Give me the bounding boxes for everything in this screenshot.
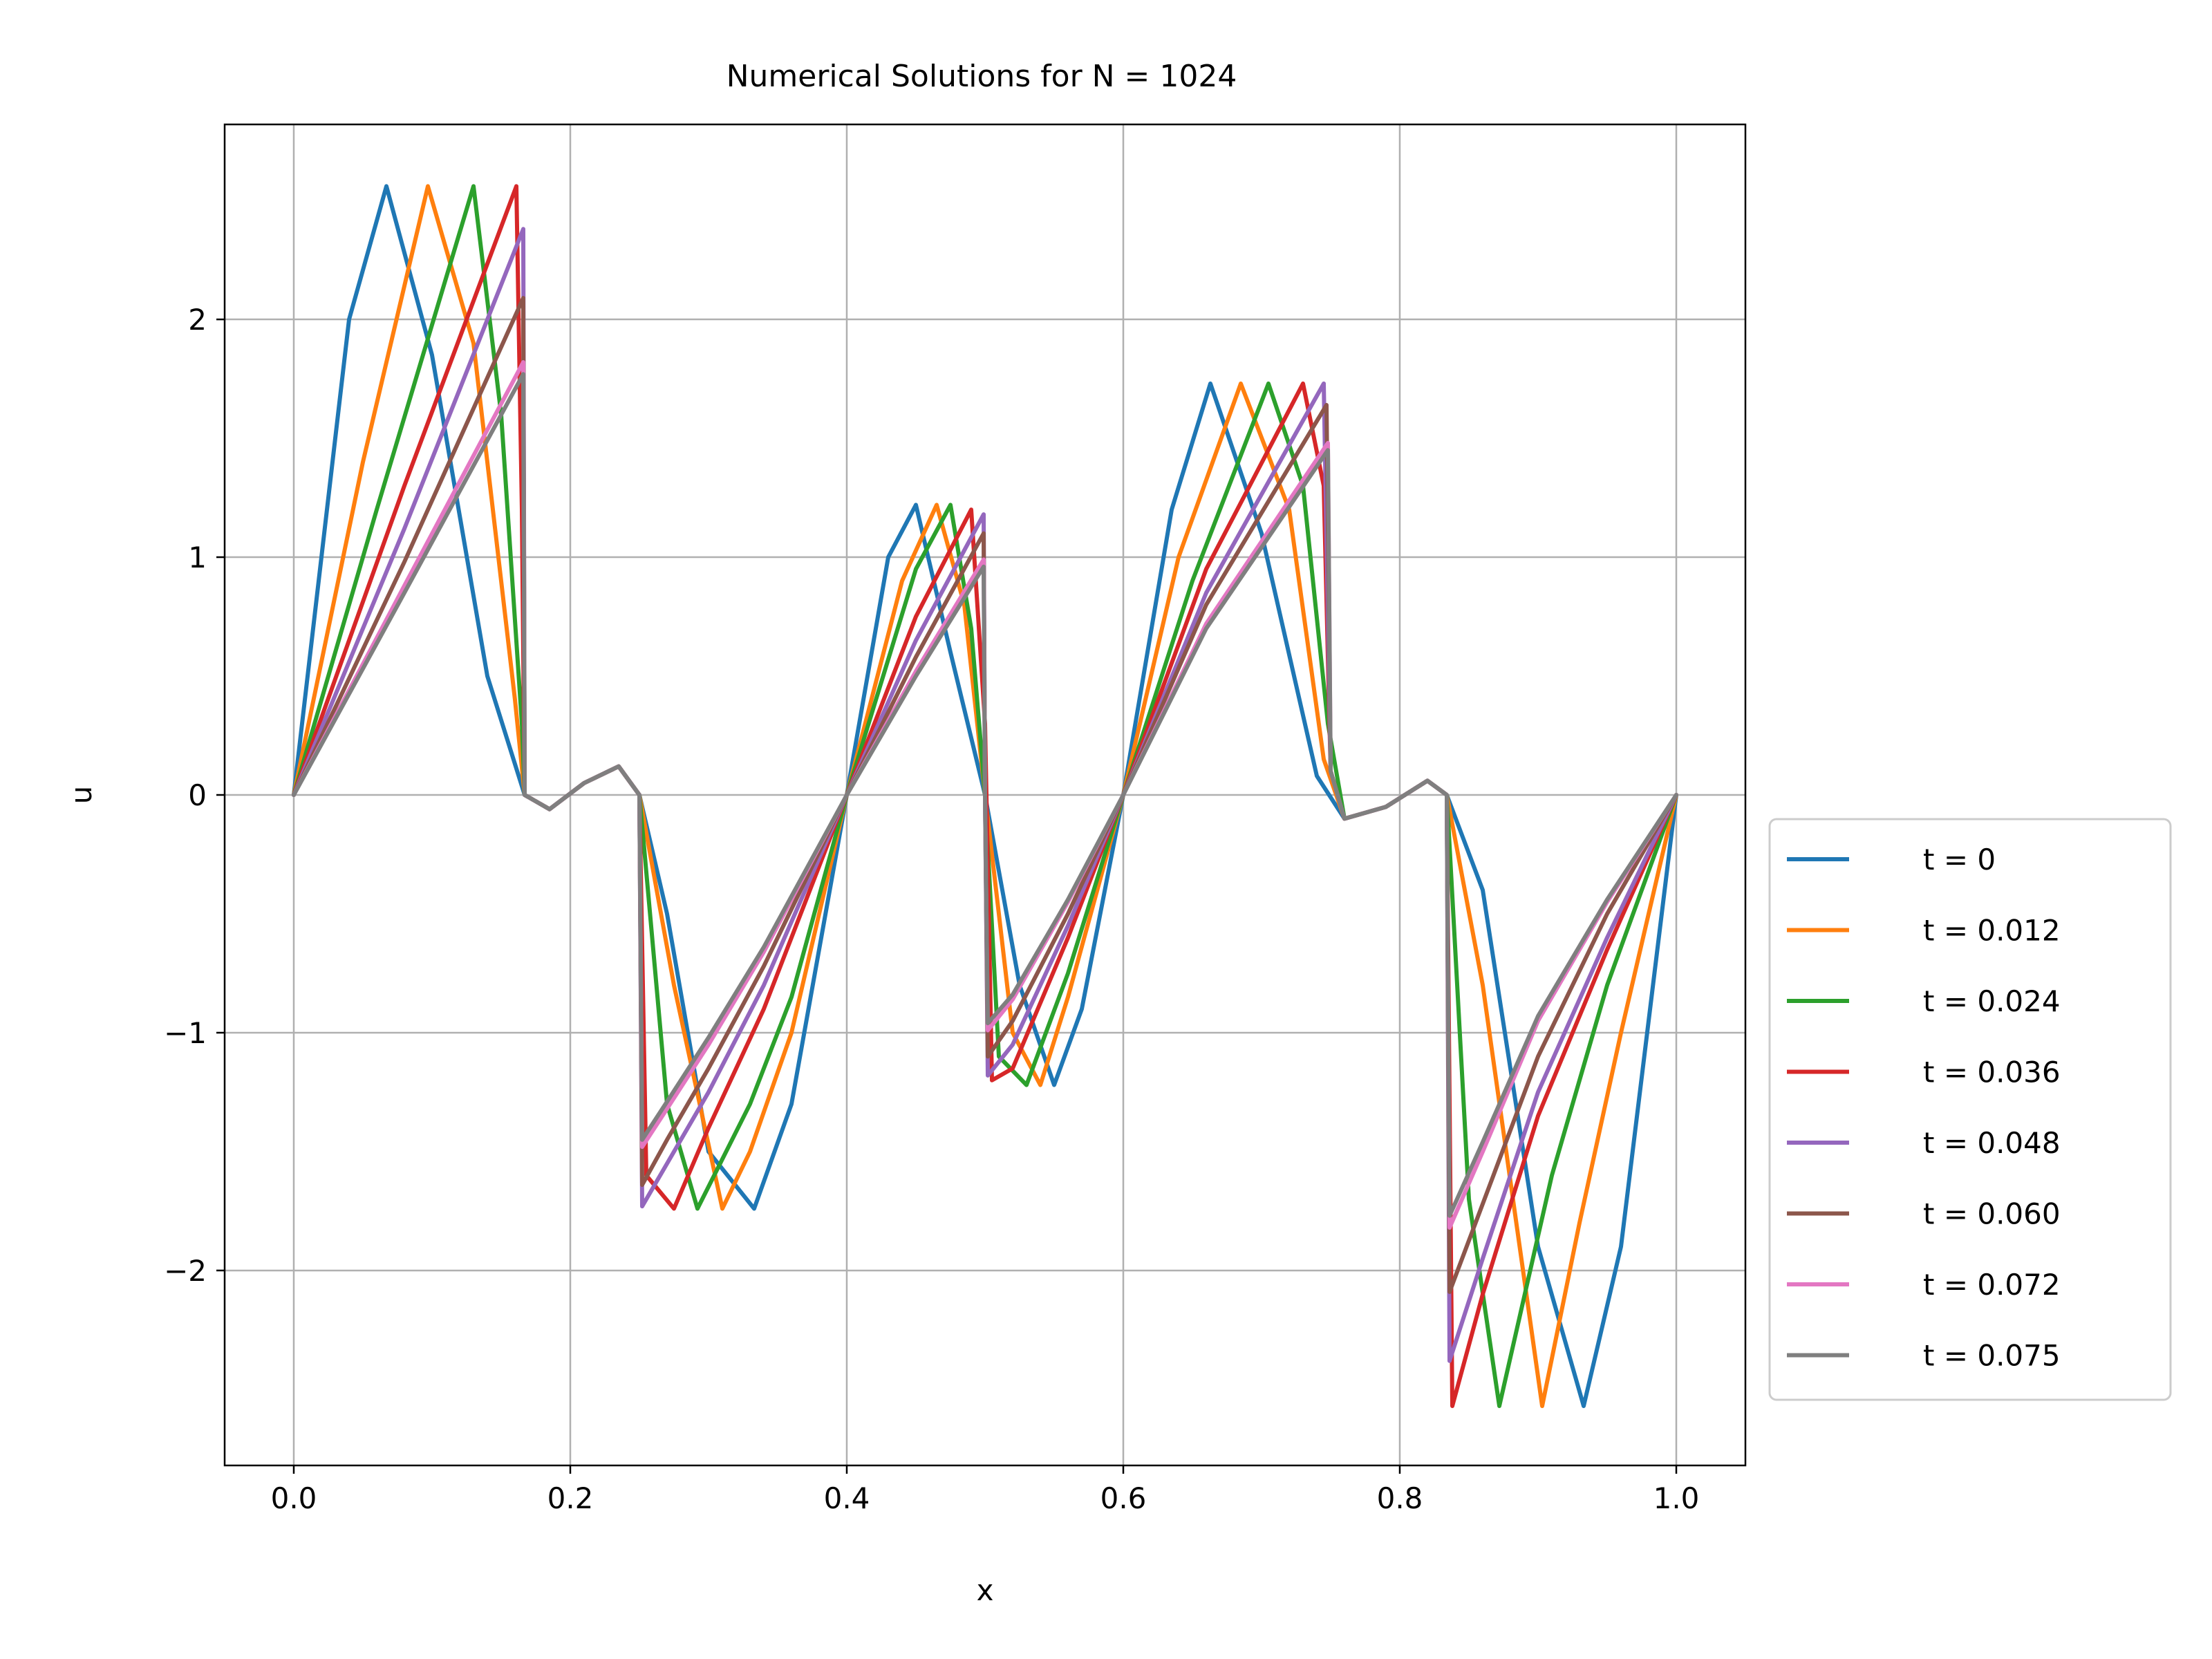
y-tick-label: 1	[188, 541, 207, 574]
x-tick-label: 0.8	[1377, 1481, 1423, 1515]
legend-label: t = 0.072	[1923, 1268, 2061, 1302]
y-tick-label: 2	[188, 303, 207, 337]
legend-label: t = 0.024	[1923, 984, 2061, 1018]
legend-label: t = 0	[1923, 843, 1996, 877]
x-tick-label: 0.6	[1100, 1481, 1147, 1515]
legend-label: t = 0.048	[1923, 1126, 2061, 1160]
x-axis-label: x	[977, 1573, 994, 1607]
series-lines	[292, 184, 1678, 1408]
legend-label: t = 0.060	[1923, 1197, 2061, 1231]
y-axis-label: u	[64, 786, 98, 805]
chart-title: Numerical Solutions for N = 1024	[727, 59, 1237, 94]
axis-ticks: 0.0 0.2 0.4 0.6 0.8 1.0 −2 −1 0 1 2	[164, 303, 1699, 1515]
x-tick-label: 0.0	[271, 1481, 317, 1515]
legend-label: t = 0.075	[1923, 1339, 2061, 1373]
series-line	[292, 372, 1678, 1218]
x-tick-label: 1.0	[1653, 1481, 1700, 1515]
legend-label: t = 0.012	[1923, 914, 2061, 948]
x-tick-label: 0.2	[547, 1481, 594, 1515]
legend-label: t = 0.036	[1923, 1056, 2061, 1089]
legend-frame	[1768, 818, 2172, 1401]
y-tick-label: 0	[188, 778, 207, 812]
y-tick-label: −1	[164, 1016, 207, 1050]
legend: t = 0 t = 0.012 t = 0.024 t = 0.036 t = 0.04…	[1768, 818, 2172, 1401]
y-tick-label: −2	[164, 1254, 207, 1288]
x-tick-label: 0.4	[824, 1481, 870, 1515]
